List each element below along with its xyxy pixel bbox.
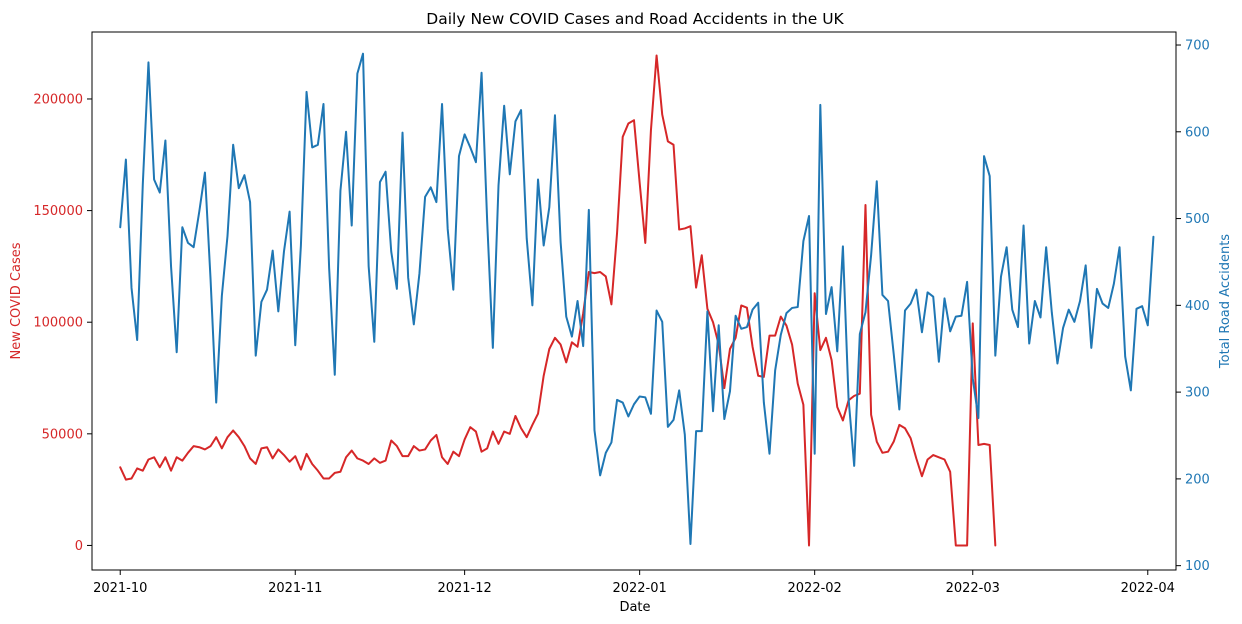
road-accidents-line bbox=[119, 52, 1155, 545]
x-axis-title: Date bbox=[619, 600, 650, 615]
x-tick-label: 2021-10 bbox=[93, 581, 147, 596]
x-tick-label: 2022-03 bbox=[946, 581, 1000, 596]
left-y-axis: 0 50000 100000 150000 200000 bbox=[33, 92, 92, 554]
right-y-tick-label: 700 bbox=[1185, 39, 1210, 54]
x-tick-label: 2022-02 bbox=[788, 581, 842, 596]
x-tick-label: 2022-04 bbox=[1121, 581, 1175, 596]
left-y-axis-title: New COVID Cases bbox=[9, 242, 24, 359]
right-y-tick-label: 400 bbox=[1185, 299, 1210, 314]
x-axis: 2021-10 2021-11 2021-12 2022-01 2022-02 2022-… bbox=[93, 570, 1175, 596]
left-y-tick-label: 150000 bbox=[33, 204, 83, 219]
right-y-tick-label: 500 bbox=[1185, 212, 1210, 227]
chart-title: Daily New COVID Cases and Road Accidents… bbox=[426, 10, 844, 28]
covid-cases-line bbox=[119, 54, 997, 547]
right-y-axis: 100 200 300 400 500 600 700 bbox=[1176, 39, 1210, 574]
right-y-axis-title: Total Road Accidents bbox=[1218, 234, 1233, 369]
left-y-tick-label: 100000 bbox=[33, 316, 83, 331]
left-y-tick-label: 200000 bbox=[33, 92, 83, 107]
left-y-tick-label: 0 bbox=[75, 539, 83, 554]
left-y-tick-label: 50000 bbox=[42, 427, 83, 442]
right-y-tick-label: 200 bbox=[1185, 472, 1210, 487]
plot-frame bbox=[91, 31, 1177, 571]
right-y-tick-label: 600 bbox=[1185, 125, 1210, 140]
series-layer bbox=[119, 52, 1155, 547]
right-y-tick-label: 100 bbox=[1185, 559, 1210, 574]
right-y-tick-label: 300 bbox=[1185, 386, 1210, 401]
x-tick-label: 2021-12 bbox=[437, 581, 491, 596]
x-tick-label: 2022-01 bbox=[612, 581, 666, 596]
x-tick-label: 2021-11 bbox=[268, 581, 322, 596]
